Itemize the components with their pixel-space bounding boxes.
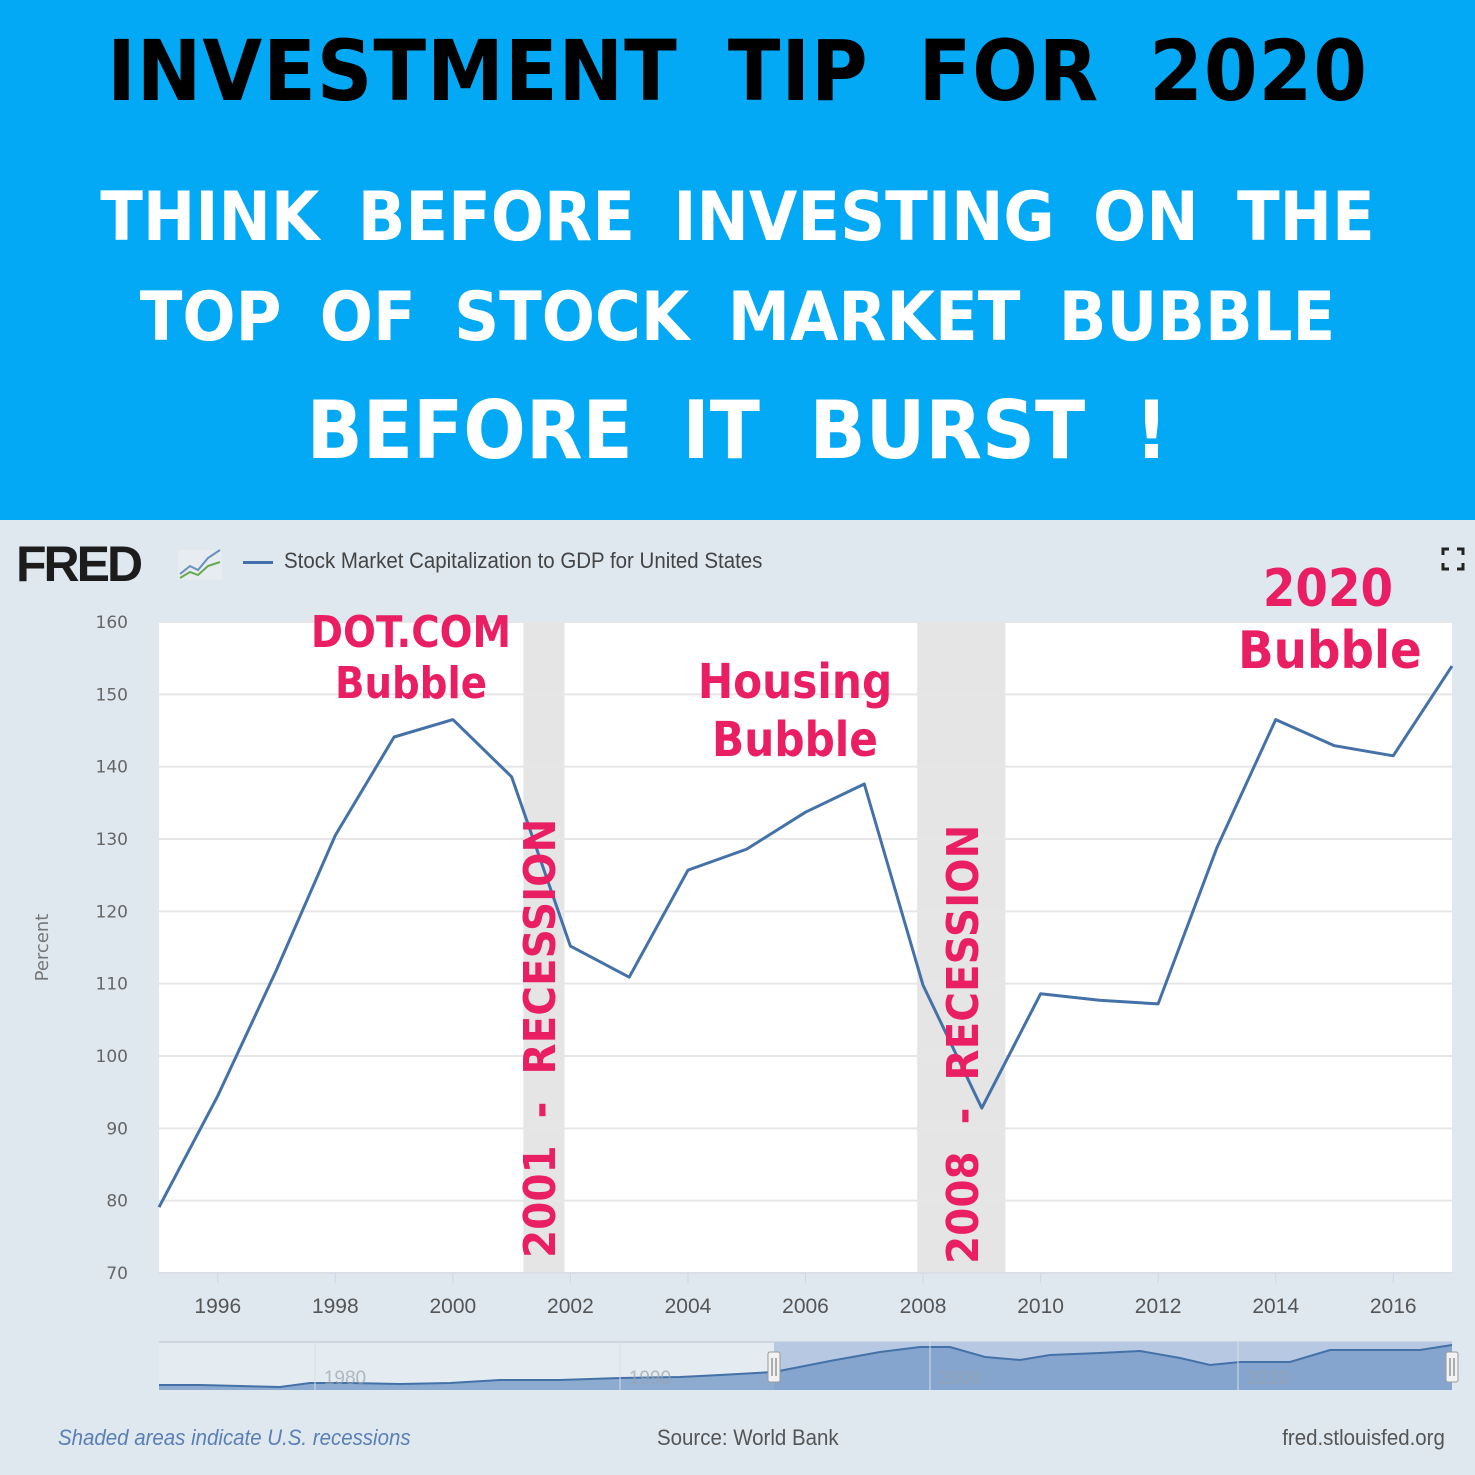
fred-logo[interactable]: FRED	[16, 536, 143, 592]
x-tick-label: 2004	[665, 1295, 712, 1318]
plot-area	[159, 622, 1452, 1273]
navigator-label: 2000	[939, 1368, 981, 1389]
legend-swatch	[243, 561, 273, 564]
annotation-2020-bubble: 2020 Bubble	[1238, 558, 1422, 683]
banner-subline-2: TOP OF STOCK MARKET BUBBLE	[139, 278, 1336, 357]
handle-body	[1445, 1351, 1459, 1383]
annotation-housing-bubble: Housing Bubble	[694, 654, 896, 769]
navigator-label: 2010	[1247, 1368, 1289, 1389]
y-tick-label: 110	[96, 975, 128, 995]
navigator-area	[159, 1345, 1452, 1390]
annotation-dotcom-bubble: DOT.COM Bubble	[310, 607, 512, 709]
annotation-line: Bubble	[334, 657, 488, 709]
navigator-label: 1980	[324, 1368, 366, 1389]
x-tick-label: 2016	[1370, 1295, 1417, 1318]
y-axis-label: Percent	[32, 914, 53, 982]
annotation-line: DOT.COM	[310, 607, 512, 658]
x-tick-label: 2000	[430, 1295, 477, 1318]
x-tick-label: 2006	[782, 1295, 829, 1318]
navigator-right-handle[interactable]	[1445, 1351, 1459, 1383]
banner-subline-3: BEFORE IT BURST !	[306, 384, 1169, 477]
x-tick-label: 1998	[312, 1295, 359, 1318]
handle-body	[767, 1351, 781, 1383]
annotation-recession-2001: 2001 - RECESSION	[515, 818, 566, 1258]
site-link[interactable]: fred.stlouisfed.org	[1282, 1425, 1445, 1450]
y-tick-label: 100	[96, 1047, 128, 1067]
navigator-label: 1990	[629, 1368, 671, 1389]
y-tick-label: 150	[96, 685, 128, 705]
recession-band	[917, 622, 1006, 1273]
x-tick-label: 2002	[547, 1295, 594, 1318]
legend-label: Stock Market Capitalization to GDP for U…	[284, 548, 763, 573]
banner-headline: INVESTMENT TIP FOR 2020	[107, 22, 1368, 120]
annotation-recession-2008: 2008 - RECESSION	[938, 824, 989, 1264]
source-label: Source: World Bank	[657, 1425, 839, 1450]
title-banner: INVESTMENT TIP FOR 2020 THINK BEFORE INV…	[0, 0, 1475, 520]
y-tick-label: 120	[96, 902, 128, 922]
x-tick-label: 1996	[194, 1295, 241, 1318]
annotation-line: Bubble	[1238, 621, 1422, 682]
banner-subline-1: THINK BEFORE INVESTING ON THE	[100, 178, 1375, 257]
fullscreen-icon[interactable]	[1441, 547, 1465, 571]
data-line	[157, 665, 1454, 1208]
annotation-line: Bubble	[712, 711, 878, 768]
y-tick-label: 130	[96, 830, 128, 850]
y-tick-label: 90	[106, 1119, 128, 1139]
fred-chart-icon	[178, 549, 222, 580]
recession-note: Shaded areas indicate U.S. recessions	[58, 1425, 411, 1450]
navigator-left-handle[interactable]	[767, 1351, 781, 1383]
y-tick-label: 70	[106, 1264, 128, 1284]
recession-band	[523, 622, 565, 1273]
y-tick-label: 160	[96, 613, 128, 633]
navigator-line	[159, 1344, 1453, 1389]
x-tick-label: 2010	[1017, 1295, 1064, 1318]
annotation-line: Housing	[697, 654, 893, 710]
x-tick-label: 2012	[1135, 1295, 1182, 1318]
x-tick-label: 2014	[1252, 1295, 1299, 1318]
y-tick-label: 140	[96, 758, 128, 778]
y-tick-label: 80	[106, 1192, 128, 1212]
annotation-line: 2020	[1262, 559, 1394, 619]
x-tick-label: 2008	[900, 1295, 947, 1318]
